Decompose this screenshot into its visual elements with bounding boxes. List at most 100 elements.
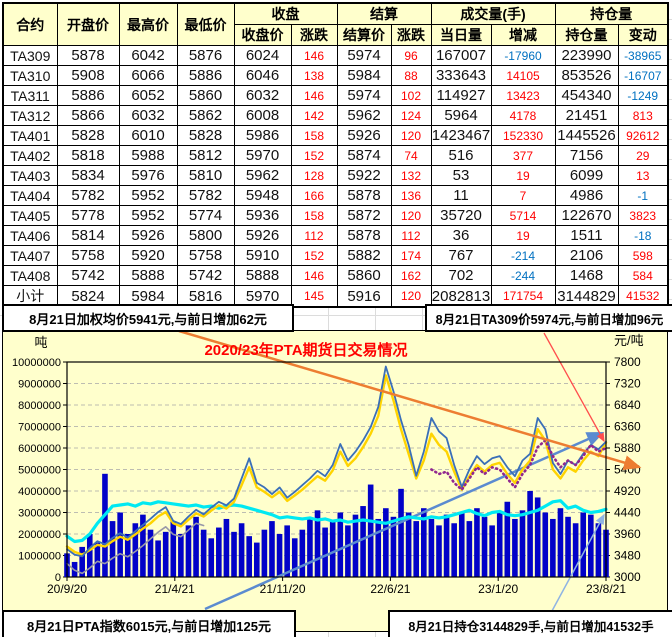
- cell-settle_chg[interactable]: 120: [390, 125, 432, 146]
- cell-oi[interactable]: 1445526: [554, 125, 619, 146]
- cell-volume[interactable]: 516: [430, 145, 492, 166]
- cell-settle_chg[interactable]: 124: [390, 105, 432, 126]
- cell-contract[interactable]: TA401: [2, 125, 58, 146]
- cell-close_chg[interactable]: 112: [290, 225, 338, 246]
- cell-close[interactable]: 6024: [233, 45, 292, 66]
- cell-settle[interactable]: 5874: [336, 145, 392, 166]
- cell-settle[interactable]: 5974: [336, 45, 392, 66]
- cell-close_chg[interactable]: 146: [290, 85, 338, 106]
- cell-close_chg[interactable]: 166: [290, 185, 338, 206]
- cell-open[interactable]: 5878: [56, 45, 120, 66]
- cell-volume_chg[interactable]: 19: [490, 225, 556, 246]
- cell-close_chg[interactable]: 152: [290, 145, 338, 166]
- cell-oi[interactable]: 21451: [554, 105, 619, 126]
- cell-high[interactable]: 5920: [118, 245, 178, 266]
- cell-close_chg[interactable]: 138: [290, 65, 338, 86]
- cell-settle[interactable]: 5984: [336, 65, 392, 86]
- cell-high[interactable]: 5952: [118, 185, 178, 206]
- cell-oi[interactable]: 2106: [554, 245, 619, 266]
- cell-settle[interactable]: 5878: [336, 225, 392, 246]
- cell-contract[interactable]: TA407: [2, 245, 58, 266]
- cell-low[interactable]: 5816: [176, 285, 235, 308]
- cell-high[interactable]: 5976: [118, 165, 178, 186]
- cell-high[interactable]: 5888: [118, 265, 178, 286]
- cell-settle[interactable]: 5872: [336, 205, 392, 226]
- cell-close_chg[interactable]: 158: [290, 205, 338, 226]
- cell-high[interactable]: 5926: [118, 225, 178, 246]
- cell-open[interactable]: 5834: [56, 165, 120, 186]
- cell-oi[interactable]: 1511: [554, 225, 619, 246]
- cell-settle_chg[interactable]: 88: [390, 65, 432, 86]
- cell-oi[interactable]: 1468: [554, 265, 619, 286]
- cell-volume_chg[interactable]: 5714: [490, 205, 556, 226]
- cell-open[interactable]: 5758: [56, 245, 120, 266]
- cell-open[interactable]: 5818: [56, 145, 120, 166]
- cell-settle[interactable]: 5878: [336, 185, 392, 206]
- cell-oi[interactable]: 3144829: [554, 285, 619, 308]
- cell-open[interactable]: 5778: [56, 205, 120, 226]
- cell-settle[interactable]: 5922: [336, 165, 392, 186]
- cell-close[interactable]: 5962: [233, 165, 292, 186]
- cell-open[interactable]: 5908: [56, 65, 120, 86]
- cell-close_chg[interactable]: 152: [290, 245, 338, 266]
- cell-close[interactable]: 6008: [233, 105, 292, 126]
- cell-contract[interactable]: TA406: [2, 225, 58, 246]
- cell-low[interactable]: 5782: [176, 185, 235, 206]
- cell-volume[interactable]: 767: [430, 245, 492, 266]
- cell-low[interactable]: 5860: [176, 85, 235, 106]
- cell-close[interactable]: 5986: [233, 125, 292, 146]
- cell-volume_chg[interactable]: 7: [490, 185, 556, 206]
- cell-volume_chg[interactable]: 152330: [490, 125, 556, 146]
- cell-contract[interactable]: TA408: [2, 265, 58, 286]
- cell-settle[interactable]: 5882: [336, 245, 392, 266]
- cell-volume[interactable]: 1423467: [430, 125, 492, 146]
- cell-close[interactable]: 6032: [233, 85, 292, 106]
- cell-oi[interactable]: 122670: [554, 205, 619, 226]
- cell-close[interactable]: 5936: [233, 205, 292, 226]
- cell-oi_chg[interactable]: 29: [617, 145, 669, 166]
- cell-oi[interactable]: 7156: [554, 145, 619, 166]
- cell-volume[interactable]: 53: [430, 165, 492, 186]
- cell-settle_chg[interactable]: 96: [390, 45, 432, 66]
- cell-settle[interactable]: 5974: [336, 85, 392, 106]
- cell-oi_chg[interactable]: 41532: [617, 285, 669, 308]
- cell-close[interactable]: 5910: [233, 245, 292, 266]
- cell-oi_chg[interactable]: 813: [617, 105, 669, 126]
- cell-close[interactable]: 5926: [233, 225, 292, 246]
- cell-low[interactable]: 5828: [176, 125, 235, 146]
- cell-contract[interactable]: TA405: [2, 205, 58, 226]
- cell-low[interactable]: 5812: [176, 145, 235, 166]
- cell-settle[interactable]: 5916: [336, 285, 392, 308]
- cell-high[interactable]: 5952: [118, 205, 178, 226]
- cell-open[interactable]: 5824: [56, 285, 120, 308]
- cell-low[interactable]: 5758: [176, 245, 235, 266]
- cell-contract[interactable]: TA311: [2, 85, 58, 106]
- cell-open[interactable]: 5814: [56, 225, 120, 246]
- cell-volume_chg[interactable]: 377: [490, 145, 556, 166]
- cell-high[interactable]: 5988: [118, 145, 178, 166]
- cell-low[interactable]: 5742: [176, 265, 235, 286]
- cell-low[interactable]: 5886: [176, 65, 235, 86]
- cell-low[interactable]: 5774: [176, 205, 235, 226]
- cell-high[interactable]: 6042: [118, 45, 178, 66]
- cell-settle[interactable]: 5962: [336, 105, 392, 126]
- cell-low[interactable]: 5810: [176, 165, 235, 186]
- cell-close[interactable]: 5888: [233, 265, 292, 286]
- cell-settle_chg[interactable]: 136: [390, 185, 432, 206]
- cell-volume_chg[interactable]: 19: [490, 165, 556, 186]
- cell-oi[interactable]: 223990: [554, 45, 619, 66]
- cell-high[interactable]: 6010: [118, 125, 178, 146]
- cell-volume[interactable]: 2082813: [430, 285, 492, 308]
- cell-settle[interactable]: 5860: [336, 265, 392, 286]
- cell-open[interactable]: 5886: [56, 85, 120, 106]
- cell-open[interactable]: 5866: [56, 105, 120, 126]
- cell-volume[interactable]: 114927: [430, 85, 492, 106]
- cell-settle_chg[interactable]: 162: [390, 265, 432, 286]
- cell-close_chg[interactable]: 142: [290, 105, 338, 126]
- cell-contract[interactable]: TA312: [2, 105, 58, 126]
- cell-contract[interactable]: TA403: [2, 165, 58, 186]
- cell-oi_chg[interactable]: 92612: [617, 125, 669, 146]
- cell-oi_chg[interactable]: -16707: [617, 65, 669, 86]
- cell-volume[interactable]: 702: [430, 265, 492, 286]
- cell-high[interactable]: 6066: [118, 65, 178, 86]
